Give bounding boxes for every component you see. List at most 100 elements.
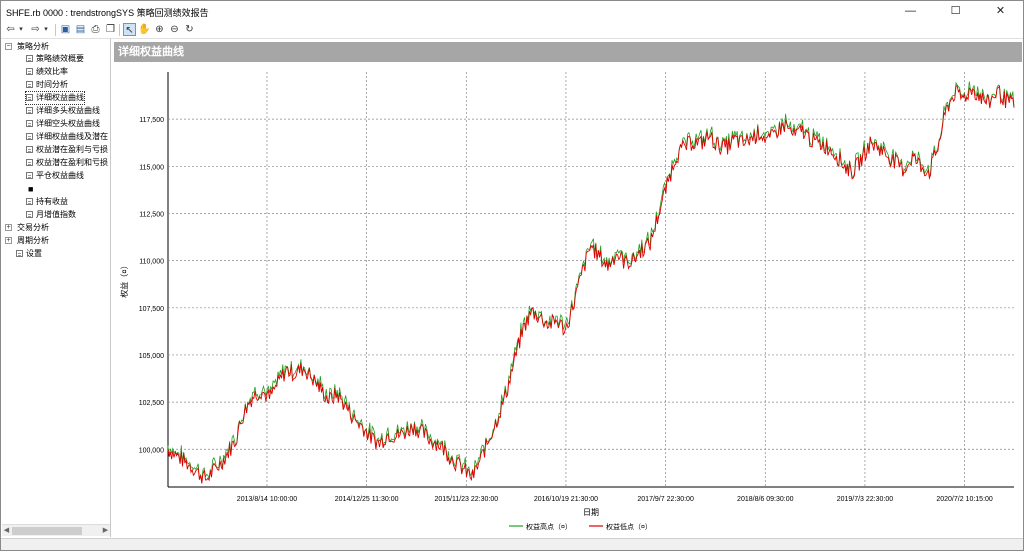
report-panel: 详细权益曲线 100,000 102,500 105,000 107,500 110,0…: [114, 42, 1022, 537]
x-tick-label: 2016/10/19 21:30:00: [534, 496, 598, 503]
tree-item-label: 设置: [26, 249, 42, 258]
tree-group-period-analysis[interactable]: + 周期分析: [5, 235, 49, 247]
y-tick-label: 110,000: [139, 259, 164, 266]
x-tick-label: 2018/8/6 09:30:00: [737, 496, 794, 503]
toolbar: ⇦ ▾ ⇨ ▾ ▣ ▤ ⎙ ❐ ↖ ✋ ⊕ ⊖ ↻: [1, 21, 1023, 39]
report-icon: [26, 107, 33, 114]
x-tick-label: 2014/12/25 11:30:00: [335, 496, 399, 503]
chart-grid: [167, 72, 1014, 488]
tree-item-label: 权益潜在盈利和亏损: [36, 158, 108, 167]
y-axis-ticks: 100,000 102,500 105,000 107,500 110,000 112,5…: [139, 117, 164, 454]
refresh-icon[interactable]: ↻: [185, 24, 194, 35]
expand-icon[interactable]: +: [5, 237, 12, 244]
chart-series: [167, 81, 1015, 484]
tree-item-label: 绩效比率: [36, 67, 68, 76]
forward-arrow-icon[interactable]: ⇨: [31, 24, 40, 35]
tree-horizontal-scrollbar[interactable]: ◀ ▶: [2, 524, 110, 536]
legend-label: 权益低点（¤）: [606, 522, 652, 531]
print-preview-icon[interactable]: ▤: [75, 24, 86, 35]
save-icon[interactable]: ▣: [60, 24, 71, 35]
report-icon: [26, 198, 33, 205]
navigation-tree: − 策略分析 策略绩效概要 绩效比率 时间分析 详细权益曲线 详细多头权益曲线 …: [2, 39, 111, 537]
report-icon: [26, 120, 33, 127]
tree-item-label: 详细多头权益曲线: [36, 106, 100, 115]
tree-group-label: 交易分析: [17, 223, 49, 232]
copy-icon[interactable]: ❐: [106, 24, 115, 35]
report-icon: [26, 94, 33, 101]
legend-label: 权益高点（¤）: [526, 522, 572, 531]
x-tick-label: 2020/7/2 10:15:00: [936, 496, 993, 503]
report-icon: [26, 146, 33, 153]
tree-item-unnamed[interactable]: ■: [28, 184, 34, 194]
window-title: SHFE.rb 0000 : trendstrongSYS 策略回测绩效报告: [6, 8, 209, 18]
scroll-left-icon[interactable]: ◀: [3, 527, 10, 534]
x-axis-label: 日期: [583, 508, 599, 517]
tree-item-label: 平仓权益曲线: [36, 171, 84, 180]
tree-item-detailed-equity-curve[interactable]: 详细权益曲线: [25, 91, 85, 105]
report-icon: [26, 133, 33, 140]
equity-low-line: [167, 85, 1015, 484]
tree-item-label: 持有收益: [36, 197, 68, 206]
tree-item-holding-return[interactable]: 持有收益: [26, 196, 68, 208]
x-tick-label: 2017/9/7 22:30:00: [637, 496, 694, 503]
zoom-in-icon[interactable]: ⊕: [155, 24, 164, 35]
equity-chart: 100,000 102,500 105,000 107,500 110,000 112,5…: [119, 72, 1015, 531]
tree-item-monthly-index[interactable]: 月增值指数: [26, 209, 76, 221]
back-dropdown-icon[interactable]: ▾: [19, 26, 23, 33]
y-tick-label: 112,500: [139, 211, 164, 218]
scroll-right-icon[interactable]: ▶: [102, 527, 109, 534]
tree-group-label: 策略分析: [17, 42, 49, 51]
tree-item-label: 详细空头权益曲线: [36, 119, 100, 128]
maximize-button[interactable]: ☐: [950, 5, 961, 17]
minimize-button[interactable]: —: [905, 5, 916, 17]
tree-item-potential-profit-loss-2[interactable]: 权益潜在盈利和亏损: [26, 157, 111, 169]
tree-item-equity-curve-potential[interactable]: 详细权益曲线及潜在: [26, 131, 111, 143]
hand-icon[interactable]: ✋: [138, 24, 151, 35]
tree-item-time-analysis[interactable]: 时间分析: [26, 79, 68, 91]
tree-item-label: 月增值指数: [36, 210, 76, 219]
y-tick-label: 107,500: [139, 306, 164, 313]
tree-group-label: 周期分析: [17, 236, 49, 245]
report-icon: [26, 211, 33, 218]
tree-item-closed-equity-curve[interactable]: 平仓权益曲线: [26, 170, 84, 182]
tree-item-potential-profit-loss-1[interactable]: 权益潜在盈利与亏损: [26, 144, 111, 156]
zoom-out-icon[interactable]: ⊖: [170, 24, 179, 35]
tree-item-label: 时间分析: [36, 80, 68, 89]
tree-item-strategy-summary[interactable]: 策略绩效概要: [26, 53, 84, 65]
x-tick-label: 2015/11/23 22:30:00: [434, 496, 498, 503]
tree-group-strategy-analysis[interactable]: − 策略分析: [5, 41, 49, 53]
close-button[interactable]: ✕: [995, 5, 1006, 17]
tree-item-short-equity-curve[interactable]: 详细空头权益曲线: [26, 118, 100, 130]
tree-item-long-equity-curve[interactable]: 详细多头权益曲线: [26, 105, 100, 117]
y-tick-label: 102,500: [139, 400, 164, 407]
print-icon[interactable]: ⎙: [91, 24, 100, 35]
collapse-icon[interactable]: −: [5, 43, 12, 50]
report-icon: [26, 55, 33, 62]
tree-item-settings[interactable]: 设置: [16, 248, 42, 260]
report-icon: [26, 159, 33, 166]
status-bar: [1, 538, 1023, 550]
chart-legend: 权益高点（¤） 权益低点（¤）: [509, 522, 652, 531]
forward-dropdown-icon[interactable]: ▾: [44, 26, 48, 33]
toolbar-separator: [119, 24, 120, 36]
tree-item-label: 策略绩效概要: [36, 54, 84, 63]
x-tick-label: 2019/7/3 22:30:00: [837, 496, 894, 503]
pointer-icon[interactable]: ↖: [123, 23, 136, 36]
expand-icon[interactable]: +: [5, 224, 12, 231]
tree-item-performance-ratio[interactable]: 绩效比率: [26, 66, 68, 78]
y-tick-label: 100,000: [139, 447, 164, 454]
y-tick-label: 115,000: [139, 164, 164, 171]
x-tick-label: 2013/8/14 10:00:00: [237, 496, 297, 503]
title-bar: SHFE.rb 0000 : trendstrongSYS 策略回测绩效报告 —…: [1, 1, 1023, 21]
scroll-thumb[interactable]: [12, 527, 82, 535]
tree-group-trade-analysis[interactable]: + 交易分析: [5, 222, 49, 234]
x-axis-ticks: 2013/8/14 10:00:00 2014/12/25 11:30:00 201…: [237, 496, 993, 503]
equity-high-line: [167, 81, 1015, 481]
tree-item-label: 详细权益曲线及潜在: [36, 132, 108, 141]
report-icon: [26, 68, 33, 75]
panel-title: 详细权益曲线: [114, 42, 1022, 62]
y-tick-label: 117,500: [139, 117, 164, 124]
tree-item-label: 详细权益曲线: [36, 93, 84, 102]
back-arrow-icon[interactable]: ⇦: [6, 24, 15, 35]
